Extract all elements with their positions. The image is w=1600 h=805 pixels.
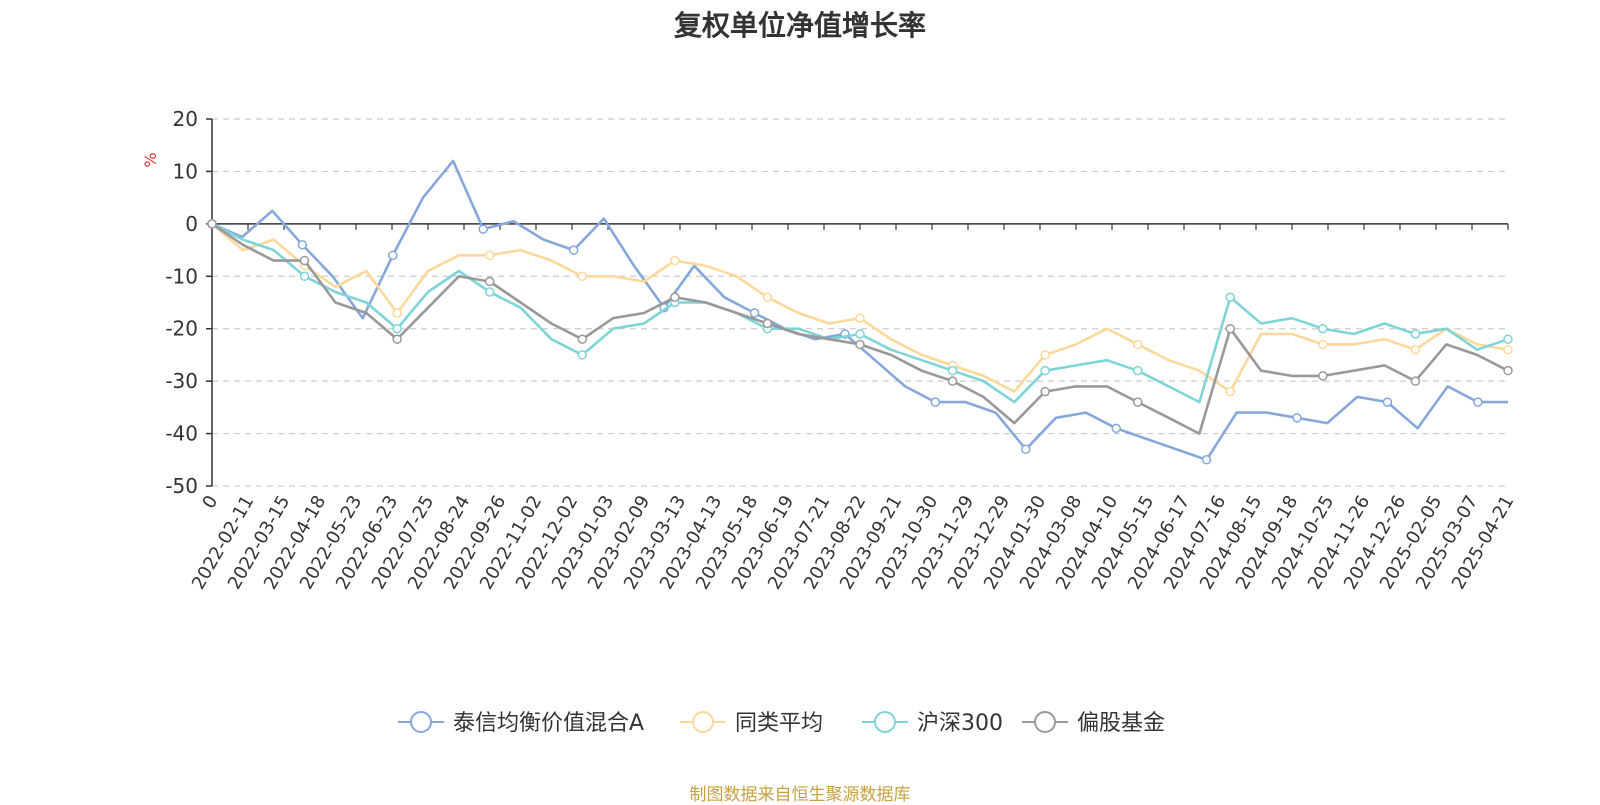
legend-circle-icon — [410, 711, 432, 733]
series-point — [299, 271, 310, 282]
legend-label: 偏股基金 — [1077, 711, 1165, 736]
series-point — [1318, 323, 1328, 334]
series-point — [1040, 365, 1050, 376]
series-point — [1503, 365, 1513, 376]
series-point — [484, 250, 495, 261]
series-point — [855, 313, 865, 323]
series-point — [1021, 444, 1031, 455]
series-point — [1382, 397, 1393, 407]
series-line — [211, 159, 1508, 462]
y-tick-label: -50 — [165, 474, 198, 498]
series-point — [577, 334, 588, 344]
legend-item[interactable]: 泰信均衡价值混合A — [398, 711, 644, 736]
series-point — [670, 255, 680, 266]
legend-label: 泰信均衡价值混合A — [453, 711, 644, 736]
y-tick-label: 20 — [173, 107, 198, 131]
series-point — [207, 219, 217, 229]
legend-item[interactable]: 偏股基金 — [1022, 711, 1165, 736]
series-point — [1318, 371, 1328, 381]
source-note: 制图数据来自恒生聚源数据库 — [689, 785, 911, 805]
y-tick-label: -10 — [165, 264, 198, 288]
legend-circle-icon — [1034, 711, 1056, 733]
series-point — [484, 287, 495, 297]
series-point — [1318, 339, 1328, 350]
series-point — [577, 350, 588, 360]
y-tick-label: -30 — [165, 369, 198, 393]
series-point — [947, 376, 958, 386]
series-point — [1132, 397, 1143, 407]
y-axis-label: % — [141, 152, 160, 167]
series-point — [670, 292, 680, 303]
series-point — [1225, 292, 1236, 303]
series-point — [1503, 344, 1513, 355]
grid-lines — [212, 118, 1508, 487]
series-point — [299, 255, 310, 266]
legend-label: 沪深300 — [917, 711, 1003, 736]
y-tick-label: 10 — [173, 159, 198, 183]
chart-title: 复权单位净值增长率 — [673, 9, 926, 42]
series-line — [211, 222, 1509, 393]
series-point — [392, 334, 402, 344]
series-point — [749, 308, 760, 318]
y-tick-label: -20 — [165, 317, 198, 341]
legend-label: 同类平均 — [735, 711, 823, 736]
y-tick-label: -40 — [165, 422, 198, 446]
series-point — [478, 224, 489, 234]
legend-item[interactable]: 同类平均 — [680, 711, 823, 736]
series-point — [762, 292, 773, 303]
legend-circle-icon — [874, 711, 896, 733]
series-lines — [207, 159, 1513, 465]
legend-circle-icon — [692, 711, 714, 733]
series-point — [1410, 329, 1421, 339]
x-tick-label: 0 — [198, 492, 222, 512]
series-point — [1225, 386, 1236, 397]
series-point — [855, 329, 865, 339]
series-point — [947, 365, 958, 376]
series-point — [1225, 323, 1236, 334]
series-point — [1410, 376, 1421, 386]
series-point — [855, 339, 865, 350]
series-point — [1111, 423, 1121, 434]
y-tick-label: 0 — [185, 212, 198, 236]
series-point — [392, 323, 402, 334]
series-point — [930, 397, 941, 407]
series-point — [1040, 386, 1050, 397]
series-point — [762, 318, 773, 329]
series-point — [1201, 455, 1212, 465]
series-point — [1040, 350, 1050, 360]
series-point — [484, 276, 495, 287]
series-point — [1410, 344, 1421, 355]
series-point — [392, 308, 402, 318]
legend[interactable]: 泰信均衡价值混合A 同类平均 沪深300 偏股基金 — [398, 711, 1165, 736]
legend-item[interactable]: 沪深300 — [862, 711, 1003, 736]
series-point — [568, 245, 579, 255]
series-point — [1292, 413, 1302, 423]
series-point — [297, 240, 308, 250]
series-point — [1473, 397, 1483, 407]
axes: 20100-10-20-30-40-50%02022-02-112022-03-… — [141, 107, 1518, 593]
series-point — [388, 250, 398, 261]
series-point — [1132, 339, 1143, 350]
series-point — [1132, 365, 1143, 376]
series-point — [1503, 334, 1513, 344]
series-point — [577, 271, 588, 282]
